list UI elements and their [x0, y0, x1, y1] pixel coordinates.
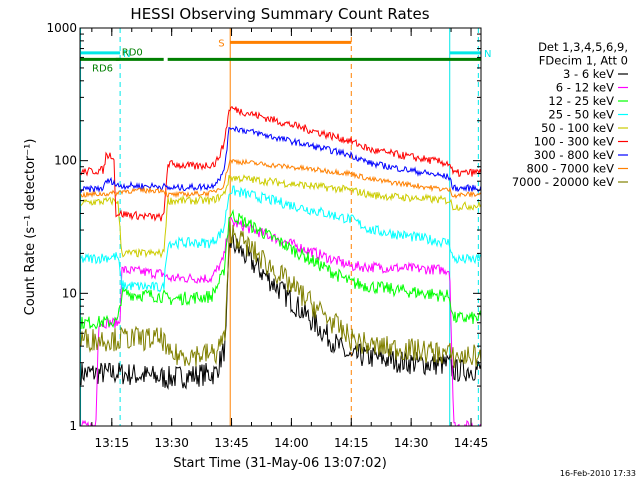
series-line-5: [80, 174, 481, 259]
legend-label-8: 800 - 7000 keV: [526, 162, 614, 176]
legend-label-5: 50 - 100 keV: [541, 121, 614, 135]
x-tick-label-3: 13:45: [214, 436, 249, 450]
series-line-4: [80, 185, 481, 293]
plot-frame: [79, 27, 482, 427]
legend-label-2: 6 - 12 keV: [556, 81, 614, 95]
y-tick-label-4: 1000: [46, 21, 77, 35]
x-tick-label-1: 13:15: [95, 436, 130, 450]
series-line-3: [80, 208, 481, 330]
series-line-6: [80, 106, 481, 222]
series-line-7: [80, 125, 481, 193]
x-tick-label-4: 14:00: [274, 436, 309, 450]
legend-header-2: FDecim 1, Att 0: [539, 54, 628, 68]
legend-label-6: 100 - 300 keV: [534, 135, 614, 149]
series-line-9: [80, 221, 481, 369]
status-bar-label-2: N: [484, 49, 491, 60]
legend-label-3: 12 - 25 keV: [548, 94, 614, 108]
date-stamp: 16-Feb-2010 17:33: [560, 469, 636, 478]
legend: Det 1,3,4,5,6,9,FDecim 1, Att 03 - 6 keV…: [512, 40, 628, 189]
status-bar-label-1: N: [123, 49, 130, 60]
x-axis-label: Start Time (31-May-06 13:07:02): [173, 456, 387, 471]
legend-label-4: 25 - 50 keV: [548, 108, 614, 122]
x-tick-label-5: 14:15: [334, 436, 369, 450]
legend-label-1: 3 - 6 keV: [563, 67, 614, 81]
series-line-8: [80, 158, 481, 199]
y-axis-label: Count Rate (s⁻¹ detector⁻¹): [23, 139, 38, 316]
y-tick-label-1: 1: [69, 419, 77, 433]
y-tick-label-2: 10: [62, 286, 77, 300]
x-tick-label-2: 13:30: [154, 436, 189, 450]
status-bar-label-5: RD6: [92, 63, 113, 74]
legend-header-1: Det 1,3,4,5,6,9,: [538, 40, 628, 54]
series-line-1: [80, 234, 481, 390]
x-tick-label-6: 14:30: [394, 436, 429, 450]
y-tick-label-3: 100: [54, 154, 77, 168]
x-tick-label-7: 14:45: [454, 436, 489, 450]
chart-title: HESSI Observing Summary Count Rates: [130, 5, 429, 23]
legend-label-9: 7000 - 20000 keV: [512, 175, 614, 189]
status-bar-label-3: S: [218, 38, 224, 49]
status-bar-label-4: RD0: [122, 47, 143, 58]
legend-label-7: 300 - 800 keV: [534, 148, 614, 162]
series-line-2: [80, 217, 481, 426]
